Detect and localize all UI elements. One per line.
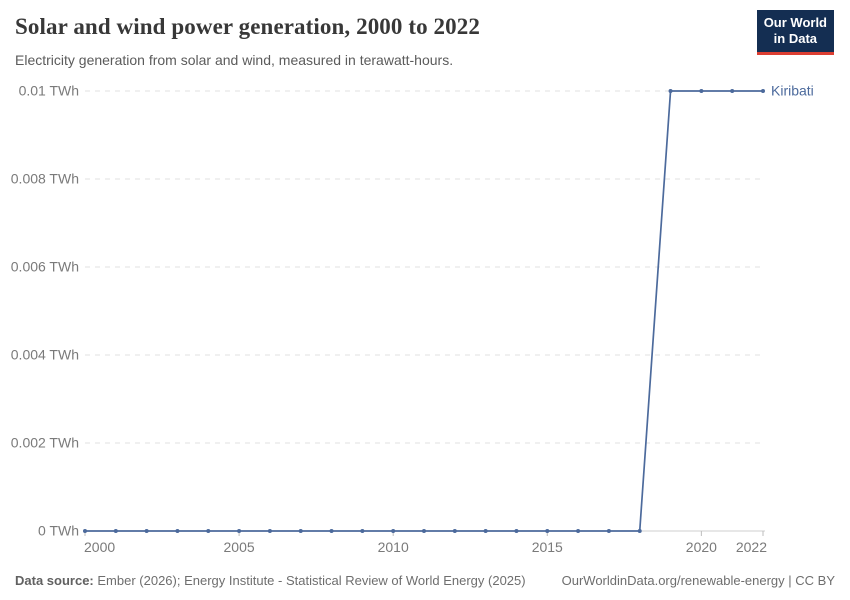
chart-footer: Data source: Ember (2026); Energy Instit… [15, 573, 835, 588]
y-tick-label: 0 TWh [38, 523, 79, 539]
chart-subtitle: Electricity generation from solar and wi… [15, 52, 454, 68]
data-source-label: Data source: [15, 573, 94, 588]
data-point[interactable] [730, 89, 735, 93]
y-tick-label: 0.008 TWh [11, 171, 79, 187]
data-point[interactable] [422, 529, 426, 533]
data-source-text: Ember (2026); Energy Institute - Statist… [97, 573, 526, 588]
data-point[interactable] [83, 529, 87, 533]
data-point[interactable] [391, 529, 396, 533]
y-tick-label: 0.004 TWh [11, 347, 79, 363]
data-point[interactable] [267, 529, 272, 533]
data-point[interactable] [206, 529, 211, 533]
data-source-note: Data source: Ember (2026); Energy Instit… [15, 573, 526, 588]
attribution-link[interactable]: OurWorldinData.org/renewable-energy | CC… [561, 573, 835, 588]
data-point[interactable] [483, 529, 488, 533]
data-point[interactable] [576, 529, 581, 533]
data-point[interactable] [298, 529, 303, 533]
data-point[interactable] [329, 529, 334, 533]
data-point[interactable] [360, 529, 365, 533]
series-label-kiribati[interactable]: Kiribati [771, 83, 814, 99]
y-tick-label: 0.006 TWh [11, 259, 79, 275]
data-point[interactable] [761, 89, 765, 93]
owid-logo[interactable]: Our World in Data [756, 10, 834, 55]
data-point[interactable] [144, 529, 149, 533]
data-point[interactable] [545, 529, 550, 533]
x-tick-label: 2005 [224, 539, 255, 555]
x-tick-label: 2020 [686, 539, 717, 555]
chart-title: Solar and wind power generation, 2000 to… [15, 14, 480, 39]
x-tick-label: 2022 [736, 539, 767, 555]
y-tick-label: 0.002 TWh [11, 435, 79, 451]
data-point[interactable] [637, 529, 642, 533]
data-point[interactable] [668, 89, 673, 93]
x-tick-label: 2010 [378, 539, 409, 555]
data-point[interactable] [452, 529, 457, 533]
data-point[interactable] [606, 529, 611, 533]
data-point[interactable] [514, 529, 519, 533]
owid-logo-line2: in Data [773, 31, 818, 47]
owid-logo-line1: Our World [763, 15, 827, 30]
x-tick-label: 2015 [532, 539, 563, 555]
data-point[interactable] [237, 529, 242, 533]
y-tick-label: 0.01 TWh [19, 83, 79, 99]
x-tick-label: 2000 [84, 539, 115, 555]
series-line-kiribati[interactable] [85, 90, 763, 532]
data-point[interactable] [699, 89, 704, 93]
data-point[interactable] [175, 529, 180, 533]
data-point[interactable] [113, 529, 118, 533]
